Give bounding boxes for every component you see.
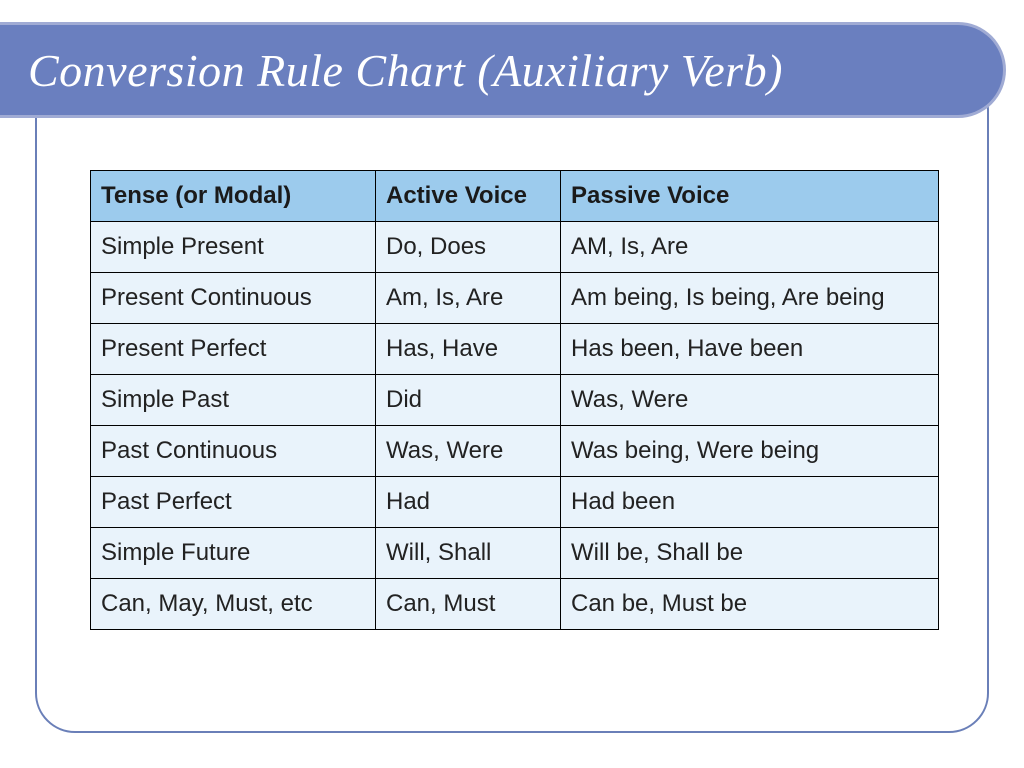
- cell-tense: Simple Future: [91, 528, 376, 579]
- cell-passive: Am being, Is being, Are being: [561, 273, 939, 324]
- page-title: Conversion Rule Chart (Auxiliary Verb): [28, 44, 783, 97]
- cell-tense: Past Perfect: [91, 477, 376, 528]
- col-header-active: Active Voice: [376, 171, 561, 222]
- col-header-tense: Tense (or Modal): [91, 171, 376, 222]
- cell-tense: Can, May, Must, etc: [91, 579, 376, 630]
- cell-active: Am, Is, Are: [376, 273, 561, 324]
- cell-active: Has, Have: [376, 324, 561, 375]
- cell-active: Will, Shall: [376, 528, 561, 579]
- cell-passive: Will be, Shall be: [561, 528, 939, 579]
- table-row: Simple Present Do, Does AM, Is, Are: [91, 222, 939, 273]
- cell-passive: AM, Is, Are: [561, 222, 939, 273]
- cell-tense: Present Continuous: [91, 273, 376, 324]
- cell-active: Do, Does: [376, 222, 561, 273]
- table-row: Past Continuous Was, Were Was being, Wer…: [91, 426, 939, 477]
- col-header-passive: Passive Voice: [561, 171, 939, 222]
- table-row: Can, May, Must, etc Can, Must Can be, Mu…: [91, 579, 939, 630]
- cell-tense: Past Continuous: [91, 426, 376, 477]
- cell-passive: Can be, Must be: [561, 579, 939, 630]
- cell-passive: Was, Were: [561, 375, 939, 426]
- table-row: Past Perfect Had Had been: [91, 477, 939, 528]
- table-row: Present Perfect Has, Have Has been, Have…: [91, 324, 939, 375]
- cell-active: Had: [376, 477, 561, 528]
- cell-passive: Had been: [561, 477, 939, 528]
- cell-active: Was, Were: [376, 426, 561, 477]
- table-row: Simple Future Will, Shall Will be, Shall…: [91, 528, 939, 579]
- table-row: Simple Past Did Was, Were: [91, 375, 939, 426]
- title-banner: Conversion Rule Chart (Auxiliary Verb): [0, 22, 1006, 118]
- cell-passive: Was being, Were being: [561, 426, 939, 477]
- cell-active: Did: [376, 375, 561, 426]
- table-row: Present Continuous Am, Is, Are Am being,…: [91, 273, 939, 324]
- cell-active: Can, Must: [376, 579, 561, 630]
- table-header-row: Tense (or Modal) Active Voice Passive Vo…: [91, 171, 939, 222]
- cell-tense: Simple Present: [91, 222, 376, 273]
- conversion-table-container: Tense (or Modal) Active Voice Passive Vo…: [90, 170, 938, 630]
- cell-tense: Simple Past: [91, 375, 376, 426]
- cell-passive: Has been, Have been: [561, 324, 939, 375]
- cell-tense: Present Perfect: [91, 324, 376, 375]
- conversion-table: Tense (or Modal) Active Voice Passive Vo…: [90, 170, 939, 630]
